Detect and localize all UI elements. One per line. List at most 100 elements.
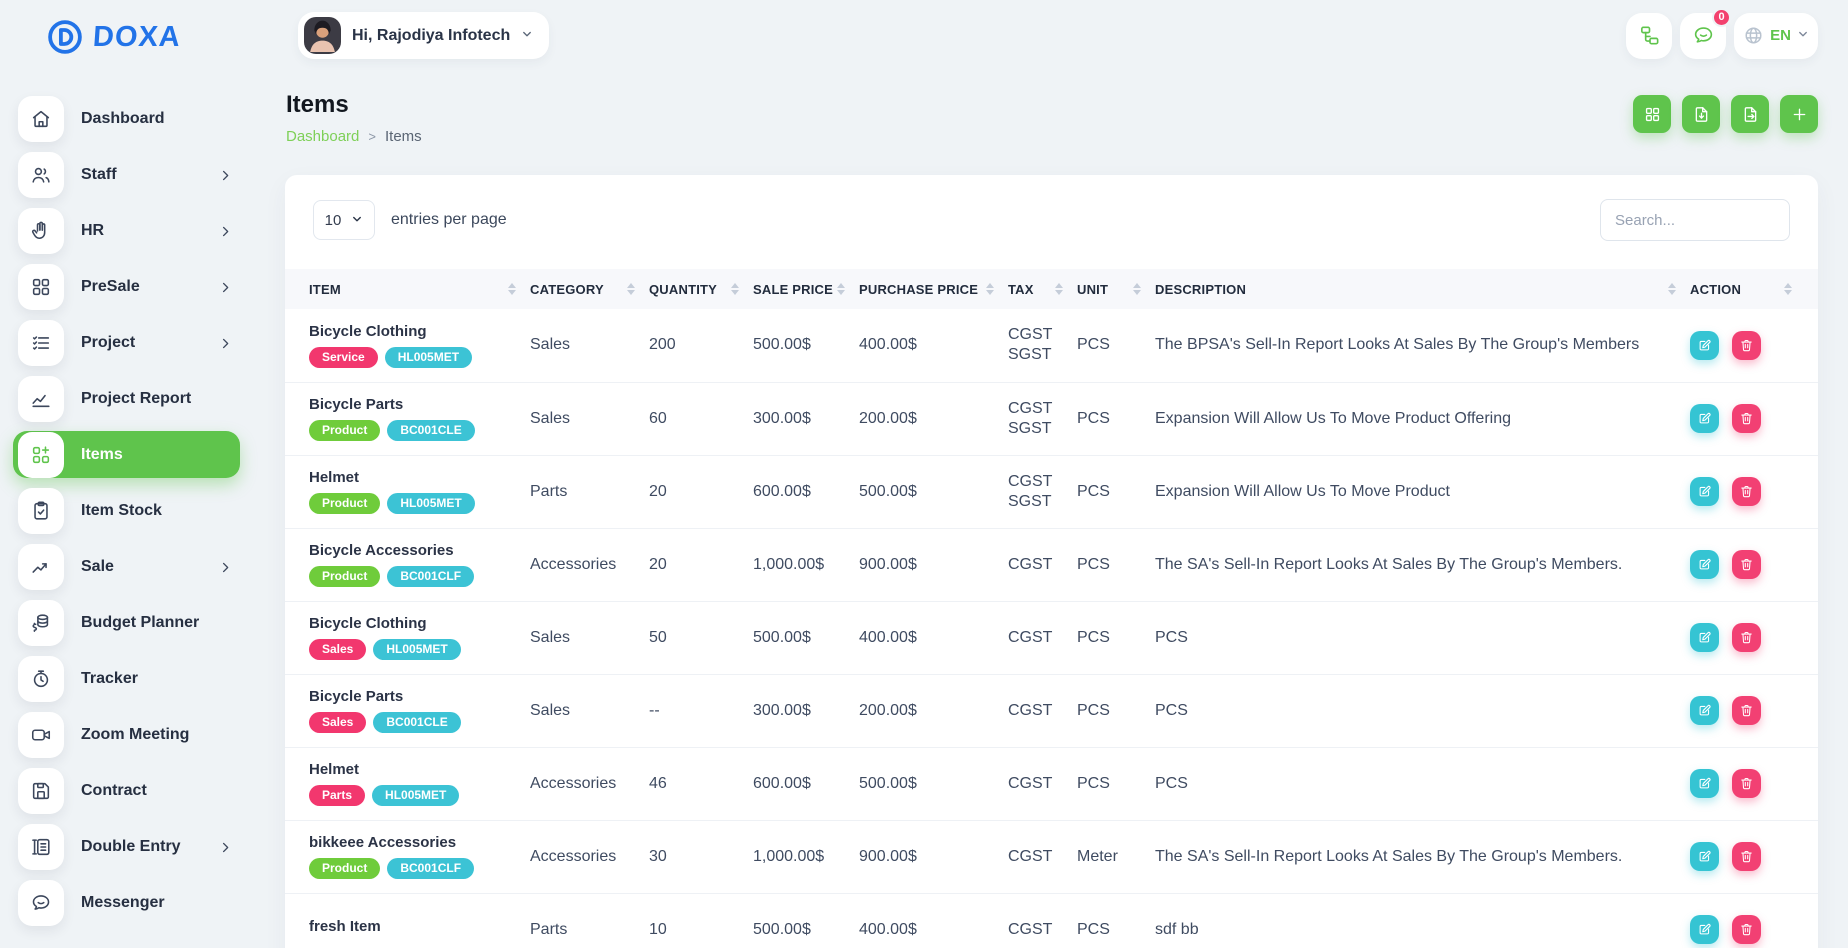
sidebar-item-item-stock[interactable]: Item Stock xyxy=(0,483,262,539)
delete-button[interactable] xyxy=(1732,769,1762,798)
sort-arrows-icon[interactable] xyxy=(986,283,994,295)
edit-button[interactable] xyxy=(1690,477,1719,506)
sidebar-item-hr[interactable]: HR xyxy=(0,203,262,259)
delete-button[interactable] xyxy=(1732,623,1762,652)
sidebar-item-zoom-meeting[interactable]: Zoom Meeting xyxy=(0,707,262,763)
item-name: bikkeee Accessories xyxy=(309,834,457,851)
trash-icon xyxy=(1739,849,1754,864)
cell-sale-price: 300.00$ xyxy=(753,381,859,455)
column-header-action: ACTION xyxy=(1690,269,1818,309)
language-select[interactable]: EN xyxy=(1734,12,1818,59)
cell-action xyxy=(1690,600,1818,674)
column-header-label[interactable]: DESCRIPTION xyxy=(1155,281,1247,297)
edit-button[interactable] xyxy=(1690,623,1719,652)
sidebar-item-label: Sale xyxy=(81,558,114,575)
column-header-label[interactable]: TAX xyxy=(1008,281,1034,297)
column-header-label[interactable]: UNIT xyxy=(1077,281,1109,297)
delete-button[interactable] xyxy=(1732,915,1762,945)
cell-unit: PCS xyxy=(1077,527,1155,601)
edit-button[interactable] xyxy=(1690,842,1719,871)
delete-button[interactable] xyxy=(1732,842,1762,871)
entries-per-page-label: entries per page xyxy=(391,211,507,228)
column-header-label[interactable]: ITEM xyxy=(309,281,341,297)
cell-sale-price: 300.00$ xyxy=(753,673,859,747)
edit-icon xyxy=(1697,411,1712,426)
column-header-label[interactable]: ACTION xyxy=(1690,281,1742,297)
column-header-label[interactable]: CATEGORY xyxy=(530,281,604,297)
cell-category: Parts xyxy=(530,454,649,528)
column-header-tax: TAX xyxy=(1008,269,1077,309)
user-greeting: Hi, Rajodiya Infotech xyxy=(352,26,511,44)
grid-view-button[interactable] xyxy=(1633,95,1671,133)
sidebar-item-items[interactable]: Items xyxy=(0,427,262,483)
column-header-label[interactable]: SALE PRICE xyxy=(753,281,834,297)
cell-action xyxy=(1690,527,1818,601)
sort-arrows-icon[interactable] xyxy=(1055,283,1063,295)
chevron-right-icon xyxy=(219,281,232,294)
item-badge: Product xyxy=(309,858,381,879)
cell-purchase-price: 400.00$ xyxy=(859,336,917,354)
edit-button[interactable] xyxy=(1690,915,1719,945)
sort-arrows-icon[interactable] xyxy=(837,283,845,295)
sidebar-item-project-report[interactable]: Project Report xyxy=(0,371,262,427)
delete-button[interactable] xyxy=(1732,477,1762,506)
table-row: Bicycle Clothing Sales HL005MET Sales 50 … xyxy=(285,600,1818,674)
edit-button[interactable] xyxy=(1690,550,1719,579)
delete-button[interactable] xyxy=(1732,696,1762,725)
item-badge: Sales xyxy=(309,639,367,660)
sidebar-item-sale[interactable]: Sale xyxy=(0,539,262,595)
item-badge: HL005MET xyxy=(387,493,475,514)
item-name: Helmet xyxy=(309,469,360,486)
cell-sale-price: 500.00$ xyxy=(753,892,859,948)
cell-quantity: 46 xyxy=(649,746,753,820)
item-badge: BC001CLE xyxy=(373,712,461,733)
sort-arrows-icon[interactable] xyxy=(1133,283,1141,295)
delete-button[interactable] xyxy=(1732,550,1762,579)
sidebar-item-messenger[interactable]: Messenger xyxy=(0,875,262,931)
delete-button[interactable] xyxy=(1732,404,1762,433)
plan-tree-button[interactable] xyxy=(1626,12,1672,59)
user-menu[interactable]: Hi, Rajodiya Infotech xyxy=(298,12,550,59)
sidebar-item-project[interactable]: Project xyxy=(0,315,262,371)
cell-quantity: 20 xyxy=(649,454,753,528)
edit-button[interactable] xyxy=(1690,330,1719,360)
edit-button[interactable] xyxy=(1690,404,1719,433)
import-button[interactable] xyxy=(1682,95,1720,133)
cell-category: Parts xyxy=(530,892,649,948)
sidebar-item-contract[interactable]: Contract xyxy=(0,763,262,819)
edit-button[interactable] xyxy=(1690,769,1719,798)
grid-plus-icon xyxy=(18,432,64,478)
sidebar-item-presale[interactable]: PreSale xyxy=(0,259,262,315)
messages-button[interactable]: 0 xyxy=(1680,7,1731,59)
sidebar-item-label: Item Stock xyxy=(81,502,162,519)
cell-item: Bicycle Clothing Sales HL005MET xyxy=(285,600,530,674)
column-header-label[interactable]: QUANTITY xyxy=(649,281,718,297)
cell-action xyxy=(1690,309,1818,382)
cell-tax: CGST xyxy=(1008,892,1077,948)
cell-action xyxy=(1690,819,1818,893)
edit-button[interactable] xyxy=(1690,696,1719,725)
cell-tax: CGST xyxy=(1008,600,1077,674)
cell-category: Accessories xyxy=(530,819,649,893)
sort-arrows-icon[interactable] xyxy=(508,283,516,295)
delete-button[interactable] xyxy=(1732,330,1762,360)
export-button[interactable] xyxy=(1731,95,1769,133)
sidebar-item-budget-planner[interactable]: Budget Planner xyxy=(0,595,262,651)
sort-arrows-icon[interactable] xyxy=(1668,283,1676,295)
column-header-item: ITEM xyxy=(285,269,530,309)
search-input[interactable] xyxy=(1600,199,1790,241)
column-header-label[interactable]: PURCHASE PRICE xyxy=(859,281,979,297)
sort-arrows-icon[interactable] xyxy=(1784,283,1792,295)
sidebar-item-staff[interactable]: Staff xyxy=(0,147,262,203)
chat-bubble-icon xyxy=(1692,24,1715,47)
sidebar-item-dashboard[interactable]: Dashboard xyxy=(0,91,262,147)
entries-per-page-select[interactable]: 10 xyxy=(313,200,375,240)
brand-logo[interactable]: DOXA xyxy=(0,14,262,60)
sidebar-item-tracker[interactable]: Tracker xyxy=(0,651,262,707)
sort-arrows-icon[interactable] xyxy=(731,283,739,295)
create-item-button[interactable] xyxy=(1780,95,1818,133)
trash-icon xyxy=(1739,630,1754,645)
sort-arrows-icon[interactable] xyxy=(627,283,635,295)
breadcrumb-link-dashboard[interactable]: Dashboard xyxy=(286,128,360,145)
sidebar-item-double-entry[interactable]: Double Entry xyxy=(0,819,262,875)
